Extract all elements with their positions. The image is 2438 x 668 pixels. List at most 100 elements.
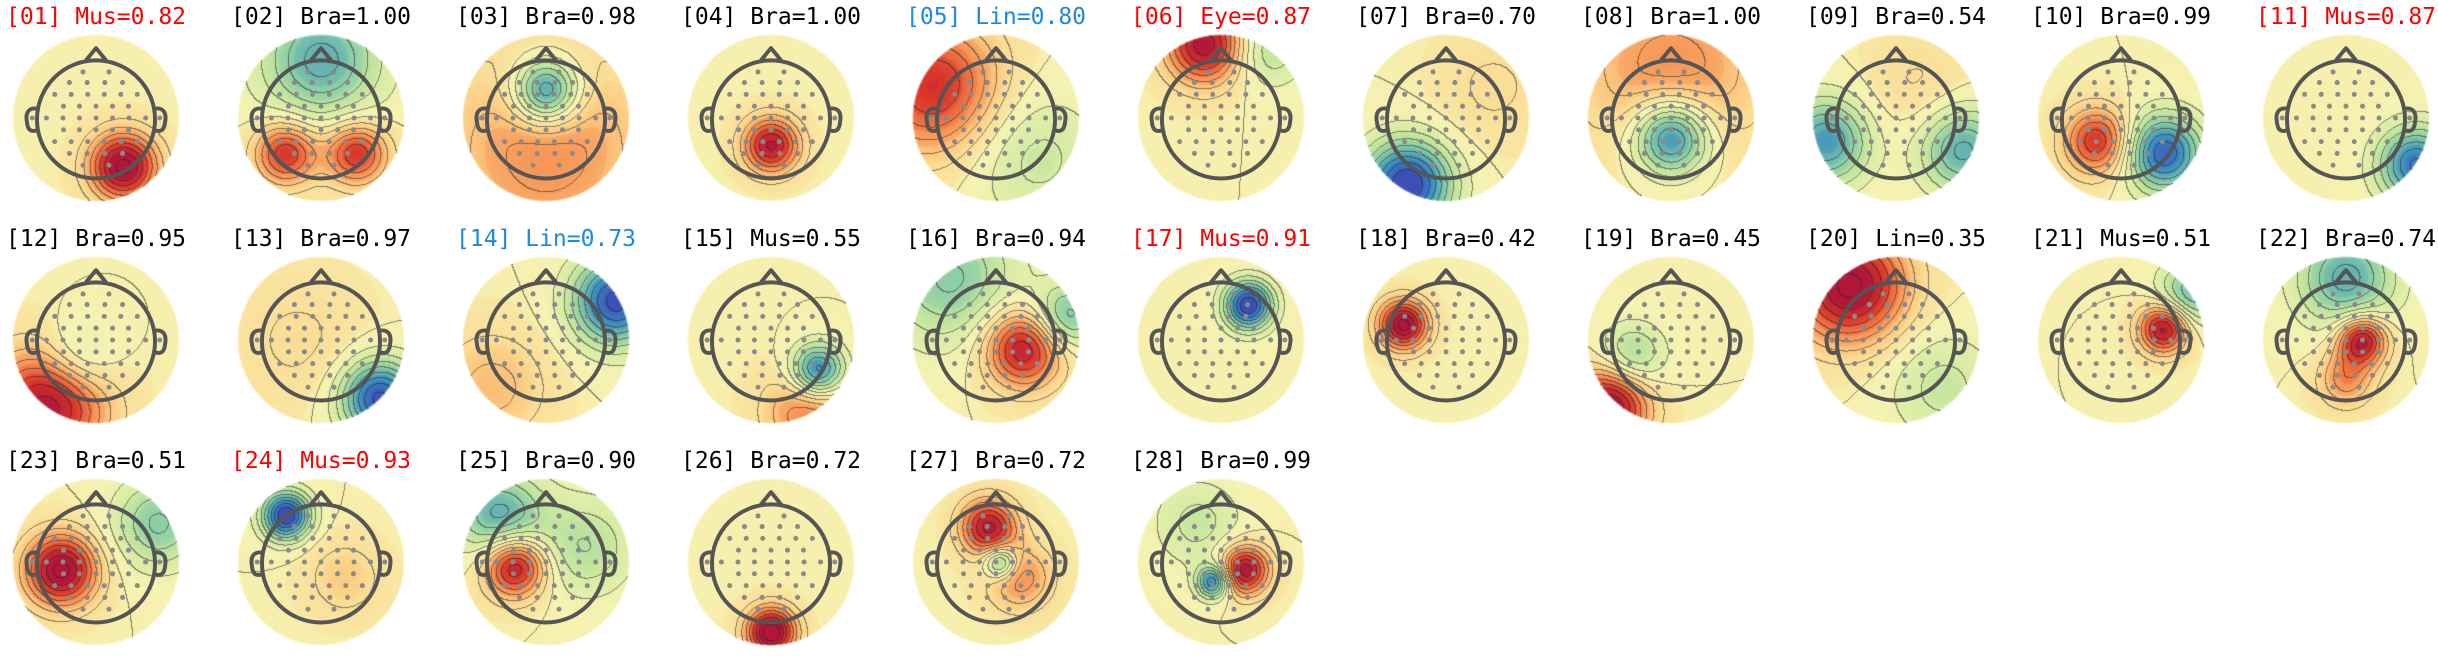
electrode-dot: [993, 349, 999, 355]
electrode-dot: [2085, 337, 2091, 343]
electrode-dot: [2302, 91, 2308, 97]
electrode-dot: [2352, 150, 2358, 156]
electrode-dot: [1218, 337, 1224, 343]
electrode-dot: [502, 361, 508, 367]
electrode-dot: [1635, 115, 1641, 121]
left-ear: [1149, 550, 1163, 577]
right-ear: [1279, 550, 1293, 577]
electrode-dot: [2335, 361, 2341, 367]
electrode-dot: [785, 571, 791, 577]
electrode-dot: [1434, 372, 1440, 378]
electrode-dot: [2101, 103, 2107, 109]
electrode-dot: [2318, 139, 2324, 145]
electrode-dot: [1677, 80, 1683, 86]
electrode-dot: [1861, 349, 1867, 355]
electrode-dot: [1918, 91, 1924, 97]
electrode-dot: [976, 349, 982, 355]
electrode-dot: [575, 127, 581, 133]
electrode-dot: [1227, 524, 1233, 530]
electrode-dot: [120, 80, 126, 86]
electrode-dot: [776, 535, 782, 541]
electrode-dot: [301, 571, 307, 577]
electrode-dot: [929, 115, 935, 121]
electrode-dot: [1475, 103, 1481, 109]
electrode-dot: [1168, 115, 1174, 121]
electrode-dot: [2127, 302, 2133, 308]
electrode-dot: [493, 559, 499, 565]
electrode-dot: [2343, 349, 2349, 355]
right-ear: [1954, 106, 1968, 133]
electrode-dot: [2068, 337, 2074, 343]
electrode-dot: [993, 103, 999, 109]
electrode-dot: [1250, 571, 1256, 577]
electrode-dot: [1002, 302, 1008, 308]
electrode-dot: [2368, 91, 2374, 97]
electrode-dot: [2109, 302, 2115, 308]
electrode-dot: [84, 302, 90, 308]
electrode-dot: [1700, 127, 1706, 133]
electrode-dot: [1695, 150, 1701, 156]
electrode-dot: [2335, 313, 2341, 319]
left-ear: [1824, 106, 1838, 133]
electrode-dot: [1193, 139, 1199, 145]
electrode-dot: [502, 535, 508, 541]
electrode-dot: [2101, 337, 2107, 343]
electrode-dot: [751, 325, 757, 331]
electrode-dot: [570, 80, 576, 86]
electrode-dot: [345, 524, 351, 530]
electrode-dot: [1025, 349, 1031, 355]
electrode-dot: [743, 361, 749, 367]
electrode-dot: [110, 349, 116, 355]
head-outline: [2274, 268, 2418, 403]
electrode-dot: [960, 337, 966, 343]
electrode-dot: [1177, 583, 1183, 589]
electrode-dot: [85, 583, 91, 589]
electrode-dot: [985, 139, 991, 145]
electrode-dot: [980, 291, 986, 297]
electrode-dot: [268, 337, 274, 343]
electrode-dot: [976, 547, 982, 553]
head-circle: [1159, 502, 1283, 625]
electrode-dot: [1193, 535, 1199, 541]
electrode-dot: [1443, 337, 1449, 343]
electrode-dot: [2368, 313, 2374, 319]
electrode-dot: [552, 524, 558, 530]
electrode-dot: [2127, 150, 2133, 156]
electrode-dot: [293, 361, 299, 367]
electrode-dot: [1210, 313, 1216, 319]
electrode-dot: [1026, 559, 1032, 565]
electrode-dot: [511, 325, 517, 331]
electrode-dot: [1668, 337, 1674, 343]
nose: [2109, 46, 2133, 62]
component-01: [01] Mus=0.82: [6, 2, 231, 224]
electrode-dot: [351, 115, 357, 121]
electrode-dot: [1468, 313, 1474, 319]
electrode-dot: [2311, 325, 2317, 331]
electrode-dot: [2393, 115, 2399, 121]
electrode-dot: [2316, 150, 2322, 156]
electrode-dot: [2105, 291, 2111, 297]
electrode-dot: [2109, 150, 2115, 156]
electrode-dot: [1191, 372, 1197, 378]
electrode-dot: [785, 325, 791, 331]
electrode-dot: [327, 372, 333, 378]
electrode-dot: [1651, 103, 1657, 109]
electrode-dot: [516, 594, 522, 600]
electrode-dot: [736, 325, 742, 331]
electrode-dot: [1193, 91, 1199, 97]
electrode-dot: [143, 115, 149, 121]
electrode-dot: [1025, 547, 1031, 553]
electrode-dot: [310, 535, 316, 541]
electrode-dot: [76, 103, 82, 109]
head-outline: [699, 46, 843, 181]
electrode-dot: [2109, 372, 2115, 378]
electrode-dot: [976, 337, 982, 343]
electrode-dot: [985, 535, 991, 541]
electrode-dot: [1025, 571, 1031, 577]
component-18: [18] Bra=0.42: [1356, 224, 1581, 446]
electrode-dot: [2135, 325, 2141, 331]
electrode-dot: [1231, 384, 1237, 390]
electrode-dot: [2343, 325, 2349, 331]
electrode-dot: [1434, 302, 1440, 308]
electrode-dot: [1018, 361, 1024, 367]
